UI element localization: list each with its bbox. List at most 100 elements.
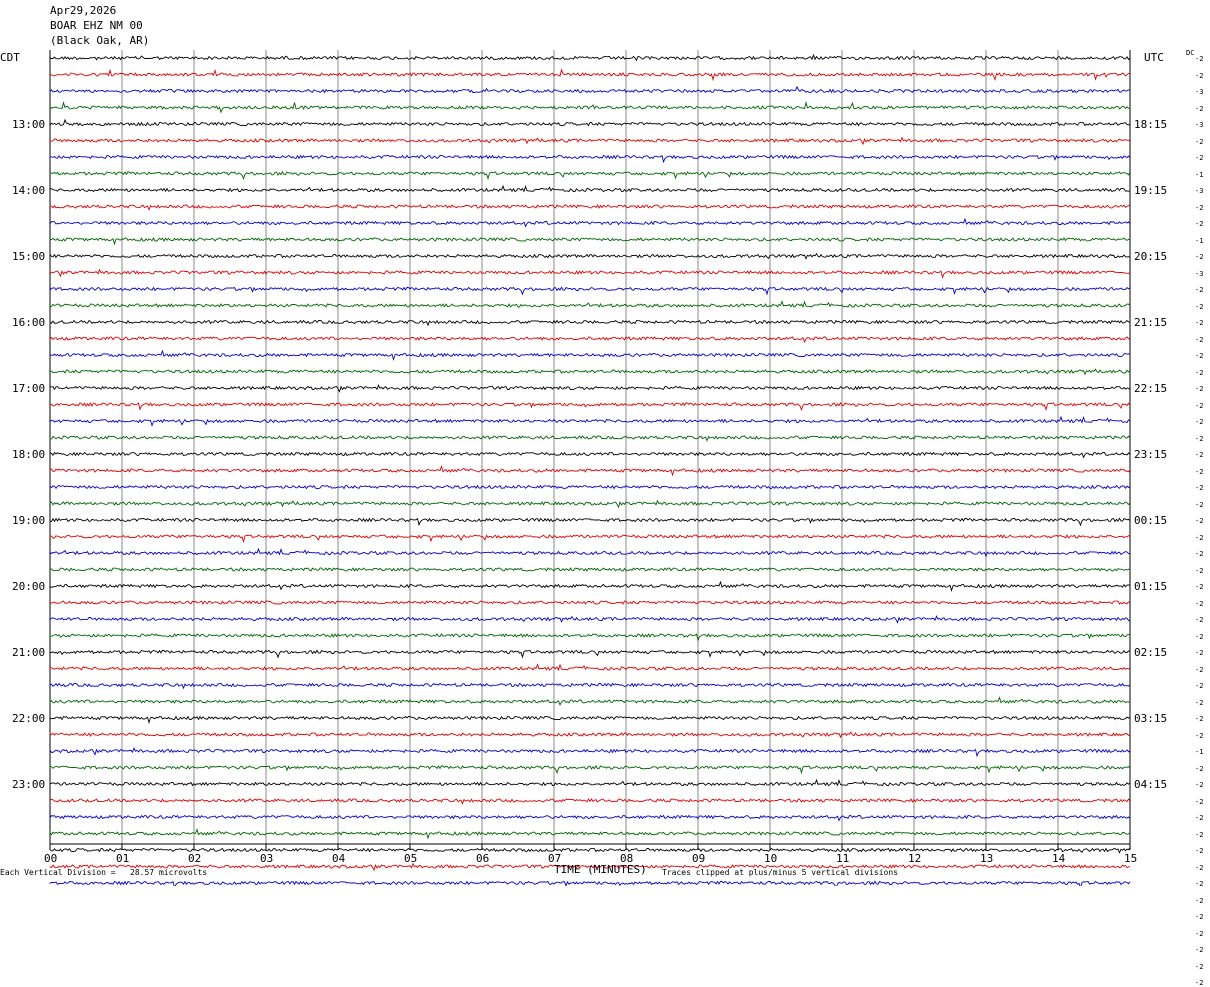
dc-header: DC — [1186, 49, 1195, 57]
dc-offset-label: -1 — [1195, 748, 1204, 756]
seismic-trace — [49, 465, 1131, 477]
dc-offset-label: -2 — [1195, 104, 1204, 113]
seismic-trace — [49, 170, 1131, 181]
x-axis-label: TIME (MINUTES) — [554, 863, 647, 876]
scale-note: Each Vertical Division = 28.57 microvolt… — [0, 868, 208, 877]
seismic-trace — [49, 534, 1131, 544]
seismic-trace — [49, 451, 1131, 459]
seismic-trace — [49, 68, 1131, 82]
seismic-trace — [49, 715, 1131, 725]
dc-offset-label: -2 — [1195, 731, 1204, 740]
dc-offset-label: -2 — [1195, 632, 1204, 641]
seismic-trace — [49, 268, 1131, 279]
utc-hour-label: 02:15 — [1134, 646, 1168, 659]
dc-offset-label: -2 — [1195, 401, 1204, 410]
x-tick-label: 02 — [188, 852, 202, 865]
dc-offset-label: -2 — [1195, 830, 1204, 839]
seismic-trace — [49, 517, 1131, 527]
seismic-trace — [49, 828, 1131, 840]
x-tick-label: 15 — [1124, 852, 1138, 865]
seismic-trace — [49, 237, 1131, 246]
cdt-hour-label: 22:00 — [12, 712, 46, 725]
dc-offset-label: -2 — [1195, 863, 1204, 872]
seismic-trace — [49, 368, 1131, 376]
cdt-hour-label: 17:00 — [12, 382, 46, 395]
dc-offset-label: -2 — [1195, 335, 1204, 344]
dc-offset-label: -2 — [1195, 698, 1204, 707]
dc-offset-label: -2 — [1195, 434, 1204, 443]
cdt-hour-label: 23:00 — [12, 778, 46, 791]
seismic-trace — [49, 663, 1131, 671]
x-tick-label: 11 — [836, 852, 850, 865]
dc-offset-label: -2 — [1195, 566, 1204, 575]
x-tick-label: 03 — [260, 852, 274, 865]
seismic-trace — [49, 814, 1131, 822]
dc-offset-label: -2 — [1195, 913, 1204, 921]
seismic-trace — [49, 778, 1131, 787]
seismic-trace — [49, 415, 1131, 427]
station-label: BOAR EHZ NM 00 — [50, 19, 143, 32]
dc-offset-label: -2 — [1195, 500, 1204, 509]
seismic-trace — [49, 319, 1131, 327]
cdt-hour-label: 20:00 — [12, 580, 46, 593]
x-tick-label: 09 — [692, 852, 706, 865]
utc-hour-label: 23:15 — [1134, 448, 1168, 461]
seismic-trace — [49, 600, 1131, 605]
seismic-trace — [49, 682, 1131, 690]
dc-offset-label: -2 — [1195, 847, 1204, 855]
seismic-trace — [49, 696, 1131, 707]
seismic-trace — [49, 252, 1131, 260]
seismic-trace — [49, 764, 1131, 775]
x-tick-label: 04 — [332, 852, 346, 865]
seismic-trace — [49, 184, 1131, 193]
seismic-trace — [49, 85, 1131, 94]
dc-offset-label: -2 — [1195, 797, 1204, 806]
utc-hour-label: 22:15 — [1134, 382, 1168, 395]
cdt-hour-label: 19:00 — [12, 514, 46, 527]
seismic-trace — [49, 547, 1131, 558]
dc-offset-label: -2 — [1195, 682, 1204, 690]
seismic-trace — [49, 204, 1131, 211]
dc-offset-label: -2 — [1195, 929, 1204, 938]
dc-offset-label: -2 — [1195, 467, 1204, 476]
seismic-trace — [49, 154, 1131, 164]
dc-offset-label: -2 — [1195, 368, 1204, 377]
x-tick-label: 00 — [44, 852, 58, 865]
dc-offset-label: -2 — [1195, 896, 1204, 905]
dc-offset-label: -3 — [1195, 269, 1204, 278]
seismic-trace — [49, 847, 1131, 854]
seismic-trace — [49, 615, 1131, 624]
cdt-hour-label: 14:00 — [12, 184, 46, 197]
seismic-trace — [49, 649, 1130, 659]
x-tick-label: 06 — [476, 852, 490, 865]
dc-offset-label: -2 — [1195, 319, 1204, 327]
seismic-trace — [49, 300, 1131, 308]
cdt-hour-label: 16:00 — [12, 316, 46, 329]
x-tick-label: 14 — [1052, 852, 1066, 865]
dc-offset-label: -2 — [1195, 203, 1204, 212]
cdt-hour-label: 21:00 — [12, 646, 46, 659]
seismic-trace — [49, 499, 1131, 509]
dc-offset-label: -1 — [1195, 236, 1204, 245]
cdt-hour-label: 13:00 — [12, 118, 46, 131]
dc-offset-label: -2 — [1195, 962, 1204, 971]
seismic-trace — [49, 384, 1131, 393]
seismic-trace — [49, 567, 1131, 572]
dc-offset-label: -2 — [1195, 154, 1204, 162]
x-tick-label: 12 — [908, 852, 922, 865]
dc-offset-label: -2 — [1195, 979, 1204, 987]
dc-offset-label: -2 — [1195, 220, 1204, 228]
seismic-trace — [49, 118, 1131, 127]
dc-offset-label: -2 — [1195, 286, 1204, 294]
dc-offset-label: -3 — [1195, 88, 1204, 96]
dc-offset-label: -2 — [1195, 550, 1204, 558]
seismic-trace — [49, 100, 1131, 114]
dc-offset-label: -2 — [1195, 649, 1204, 657]
dc-offset-label: -2 — [1195, 451, 1204, 459]
seismic-trace — [49, 217, 1131, 228]
utc-label: UTC — [1144, 51, 1164, 64]
dc-offset-label: -2 — [1195, 137, 1204, 146]
cdt-label: CDT — [0, 51, 20, 64]
dc-offset-label: -1 — [1195, 170, 1204, 179]
dc-offset-label: -3 — [1195, 121, 1204, 129]
